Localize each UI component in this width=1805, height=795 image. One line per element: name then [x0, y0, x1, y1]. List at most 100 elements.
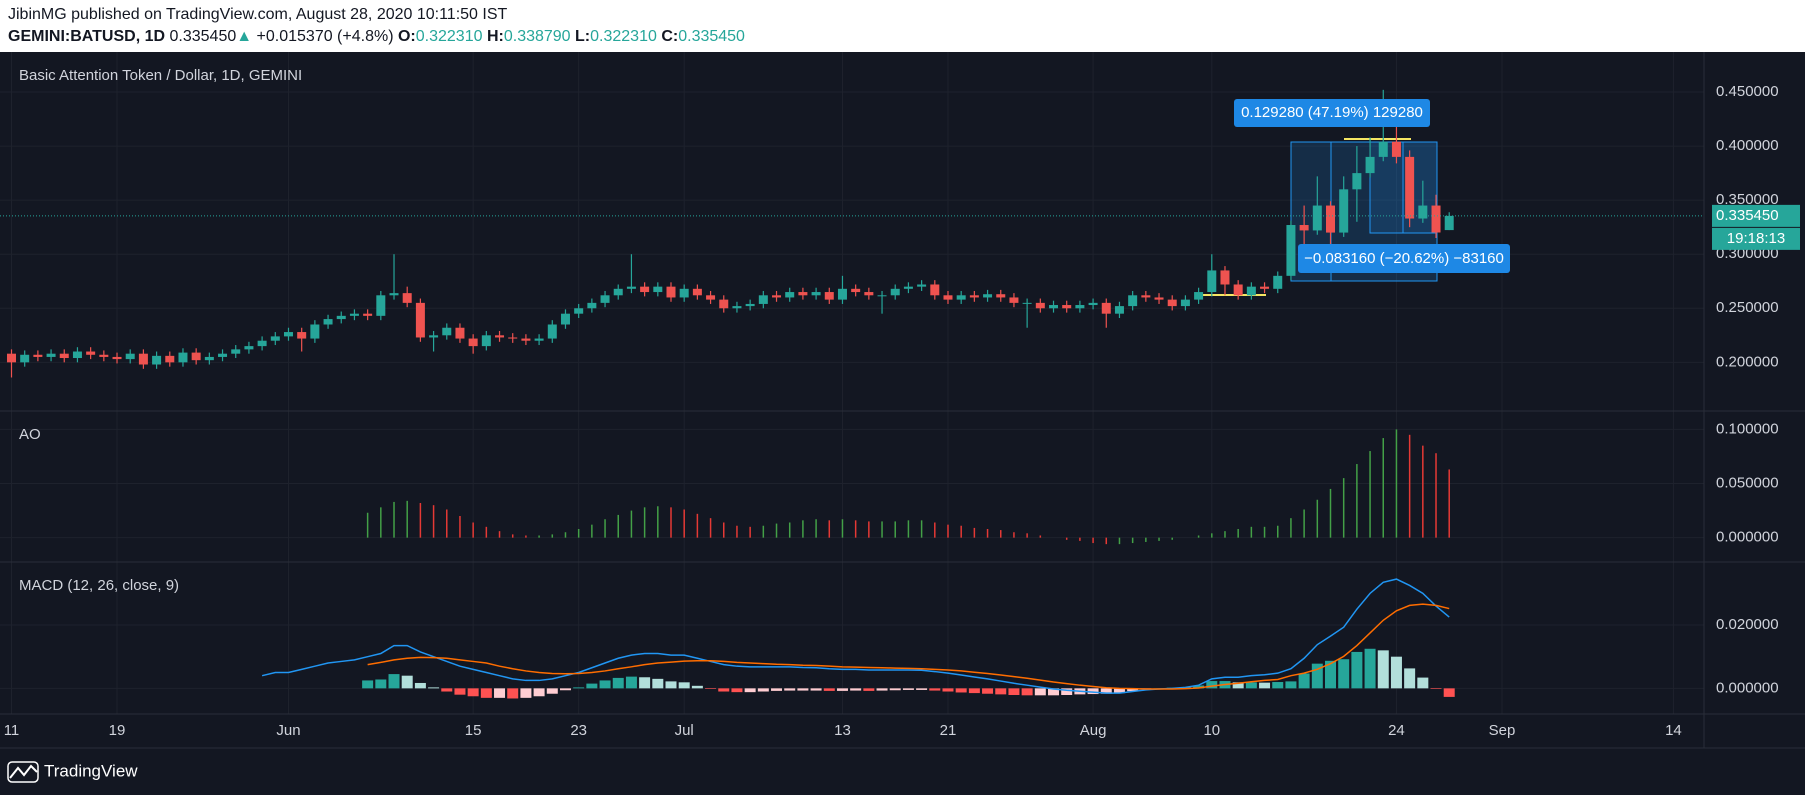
- macd-histogram-bar: [454, 688, 466, 695]
- macd-histogram-bar: [1325, 660, 1336, 689]
- candle-body: [508, 337, 518, 339]
- y-tick-label: 0.250000: [1716, 299, 1779, 316]
- candle-body: [1378, 141, 1388, 157]
- macd-histogram-bar: [902, 688, 914, 690]
- macd-histogram-bar: [1034, 688, 1046, 696]
- logo-text[interactable]: TradingView: [44, 761, 138, 780]
- candle-body: [1207, 270, 1217, 293]
- candle-body: [969, 295, 979, 298]
- candle-body: [231, 349, 241, 354]
- macd-histogram-bar: [876, 688, 888, 691]
- macd-histogram-bar: [1377, 650, 1389, 689]
- macd-histogram-bar: [546, 688, 558, 694]
- measure-label-box: [1298, 244, 1510, 273]
- candle-body: [270, 336, 280, 341]
- c-value: 0.335450: [678, 28, 745, 45]
- candle-body: [785, 292, 795, 298]
- x-tick-label: 13: [834, 722, 851, 739]
- candle-body: [732, 306, 742, 309]
- candle-body: [1444, 215, 1454, 231]
- macd-histogram-bar: [1008, 688, 1020, 695]
- candle-body: [244, 346, 254, 350]
- candle-body: [218, 353, 228, 357]
- macd-histogram-bar: [1351, 651, 1363, 689]
- macd-histogram-bar: [599, 680, 611, 689]
- candle-body: [626, 286, 636, 289]
- macd-histogram-bar: [1259, 682, 1271, 689]
- macd-histogram-bar: [1404, 668, 1416, 689]
- candle-body: [7, 353, 16, 363]
- candle-body: [798, 292, 808, 296]
- x-tick-label: Aug: [1080, 722, 1107, 739]
- candle-body: [811, 292, 821, 296]
- candle-body: [72, 351, 82, 359]
- macd-histogram-bar: [705, 688, 717, 689]
- candle-body: [534, 338, 544, 341]
- candle-body: [323, 319, 333, 325]
- candle-body: [204, 356, 214, 361]
- macd-histogram-bar: [863, 688, 875, 691]
- macd-histogram-bar: [995, 688, 1007, 695]
- candle-body: [1141, 295, 1151, 298]
- y-tick-label: 0.100000: [1716, 420, 1779, 437]
- candle-body: [890, 288, 900, 296]
- macd-histogram-bar: [441, 688, 453, 692]
- macd-histogram-bar: [771, 688, 783, 691]
- background: [0, 52, 1805, 795]
- c-label: C:: [661, 28, 679, 45]
- candle-body: [956, 295, 966, 300]
- candle-body: [468, 338, 478, 347]
- y-tick-label: 0.450000: [1716, 83, 1779, 100]
- y-tick-label: 0.050000: [1716, 474, 1779, 491]
- x-tick-label: Jul: [675, 722, 694, 739]
- candle-body: [1246, 286, 1256, 296]
- x-tick-label: Jun: [276, 722, 300, 739]
- candle-body: [1286, 225, 1296, 276]
- candle-body: [745, 303, 755, 307]
- macd-histogram-bar: [1390, 656, 1402, 689]
- macd-histogram-bar: [1087, 688, 1099, 695]
- candle-body: [138, 353, 148, 365]
- candle-body: [943, 295, 953, 300]
- macd-histogram-bar: [1443, 688, 1455, 697]
- macd-histogram-bar: [1298, 673, 1310, 689]
- macd-histogram-bar: [889, 688, 901, 691]
- y-tick-label: 0.000000: [1716, 529, 1779, 546]
- x-tick-label: 21: [940, 722, 957, 739]
- macd-histogram-bar: [1232, 682, 1244, 689]
- macd-histogram-bar: [836, 688, 848, 691]
- measure-label-box: [1234, 99, 1430, 127]
- macd-histogram-bar: [362, 680, 374, 689]
- macd-histogram-bar: [718, 688, 730, 692]
- x-tick-label: Sep: [1489, 722, 1516, 739]
- candle-body: [1352, 173, 1362, 190]
- x-tick-label: 10: [1203, 722, 1220, 739]
- candle-body: [1075, 305, 1085, 309]
- candle-body: [442, 327, 452, 336]
- macd-histogram-bar: [731, 688, 743, 693]
- macd-histogram-bar: [678, 682, 690, 689]
- macd-histogram-bar: [784, 688, 796, 691]
- candle-body: [1088, 302, 1098, 306]
- macd-line: [367, 603, 1450, 690]
- candle-body: [1114, 306, 1124, 314]
- macd-histogram-bar: [929, 688, 941, 691]
- candle-body: [903, 286, 913, 289]
- price: 0.335450: [169, 28, 237, 45]
- y-tick-label: 0.200000: [1716, 353, 1779, 370]
- candle-body: [824, 292, 834, 300]
- macd-histogram-bar: [1048, 688, 1060, 696]
- macd-histogram-bar: [652, 678, 664, 689]
- macd-histogram-bar: [1193, 685, 1205, 689]
- candle-body: [521, 338, 531, 341]
- y-tick-label: 0.020000: [1716, 616, 1779, 633]
- macd-histogram-bar: [942, 688, 954, 692]
- candle-body: [481, 335, 491, 347]
- candle-body: [1049, 305, 1059, 309]
- candle-body: [917, 284, 927, 287]
- candle-body: [349, 313, 359, 316]
- l-label: L:: [575, 28, 591, 45]
- macd-histogram-bar: [823, 688, 835, 691]
- macd-histogram-bar: [797, 688, 809, 691]
